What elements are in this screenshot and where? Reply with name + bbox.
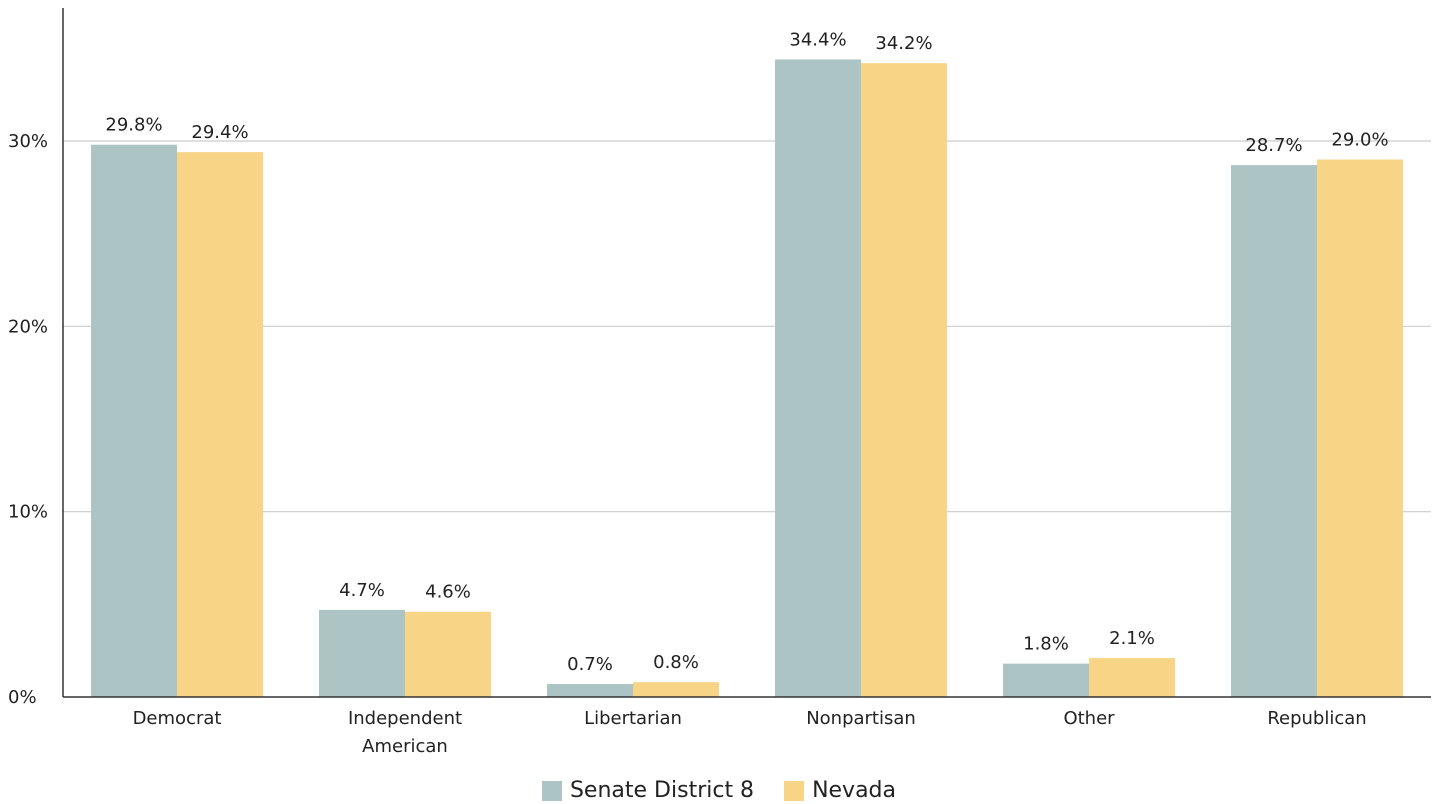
bar-series-0[interactable] bbox=[91, 144, 177, 697]
x-category-label: American bbox=[362, 736, 448, 757]
bar-series-0[interactable] bbox=[1231, 165, 1317, 698]
data-label-series-1: 29.4% bbox=[191, 122, 248, 143]
data-label-series-0: 34.4% bbox=[789, 29, 846, 50]
legend-label-series-1: Nevada bbox=[812, 778, 897, 803]
x-category-label: Other bbox=[1063, 708, 1115, 729]
y-axis-tick-labels: 0% 10% 20% 30% bbox=[8, 131, 48, 708]
bars bbox=[91, 59, 1403, 698]
data-label-series-0: 0.7% bbox=[567, 654, 613, 675]
data-label-series-0: 29.8% bbox=[105, 115, 162, 136]
bar-series-0[interactable] bbox=[319, 609, 405, 697]
x-category-label: Democrat bbox=[133, 708, 222, 729]
x-category-label: Nonpartisan bbox=[806, 708, 916, 729]
bar-series-1[interactable] bbox=[177, 152, 263, 697]
legend-swatch-series-1 bbox=[784, 780, 805, 801]
gridlines bbox=[63, 140, 1431, 513]
legend-swatch-series-0 bbox=[541, 780, 562, 801]
data-label-series-0: 1.8% bbox=[1023, 634, 1069, 655]
x-category-label: Libertarian bbox=[584, 708, 682, 729]
data-label-series-1: 4.6% bbox=[425, 582, 471, 603]
bar-chart: 0% 10% 20% 30% 29.8% 29.4% 4.7% 4.6% 0.7% 0.8% 34… bbox=[8, 8, 1431, 757]
y-tick-label: 20% bbox=[8, 316, 48, 337]
legend-item-series-0[interactable]: Senate District 8 bbox=[541, 778, 755, 803]
y-tick-label: 0% bbox=[8, 687, 37, 708]
bar-series-1[interactable] bbox=[405, 611, 491, 697]
data-label-series-0: 4.7% bbox=[339, 580, 385, 601]
bar-series-0[interactable] bbox=[547, 684, 633, 697]
y-tick-label: 10% bbox=[8, 502, 48, 523]
data-label-series-1: 2.1% bbox=[1109, 628, 1155, 649]
data-label-series-0: 28.7% bbox=[1245, 135, 1302, 156]
legend: Senate District 8 Nevada bbox=[0, 778, 1438, 803]
data-label-series-1: 29.0% bbox=[1331, 130, 1388, 151]
data-label-series-1: 0.8% bbox=[653, 652, 699, 673]
legend-item-series-1[interactable]: Nevada bbox=[784, 778, 896, 803]
data-label-series-1: 34.2% bbox=[875, 33, 932, 54]
y-tick-label: 30% bbox=[8, 131, 48, 152]
x-category-label: Independent bbox=[348, 708, 462, 729]
category-labels: Democrat Independent American Libertarian No… bbox=[133, 708, 1367, 757]
bar-series-0[interactable] bbox=[775, 59, 861, 698]
bar-series-1[interactable] bbox=[633, 682, 719, 697]
x-category-label: Republican bbox=[1267, 708, 1366, 729]
legend-label-series-0: Senate District 8 bbox=[569, 778, 755, 803]
bar-series-1[interactable] bbox=[1317, 159, 1403, 698]
data-labels: 29.8% 29.4% 4.7% 4.6% 0.7% 0.8% 34.4% 34.2% 1.8%… bbox=[105, 29, 1388, 675]
bar-series-1[interactable] bbox=[861, 63, 947, 698]
bar-series-1[interactable] bbox=[1089, 658, 1175, 697]
bar-series-0[interactable] bbox=[1003, 663, 1089, 697]
